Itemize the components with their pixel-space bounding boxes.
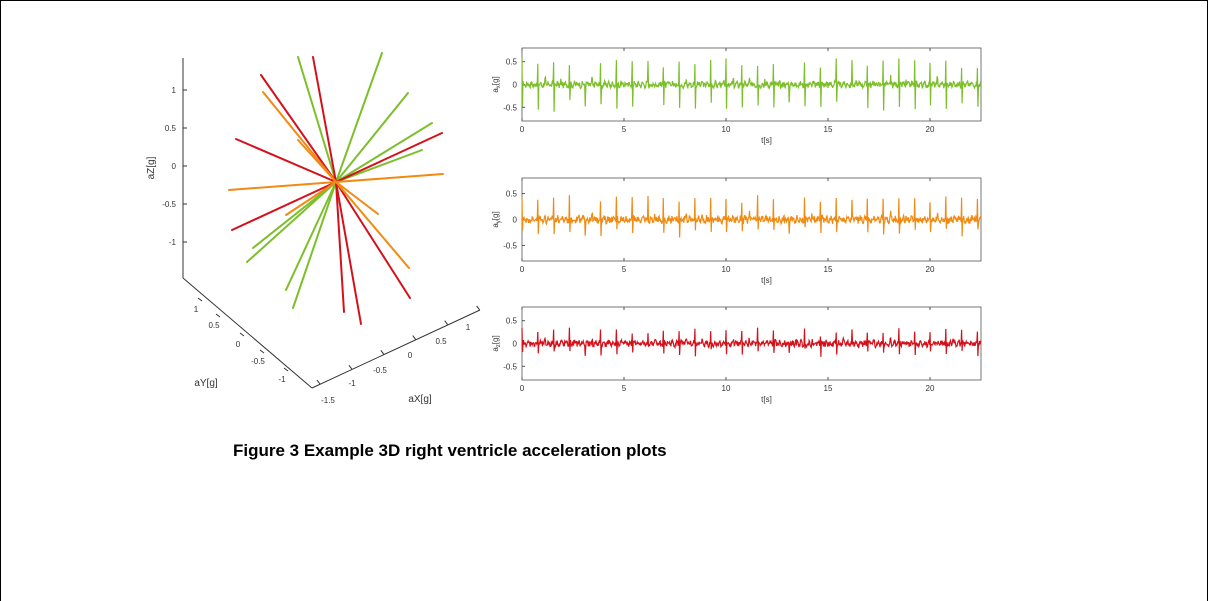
acceleration-vector-az	[312, 56, 337, 183]
acceleration-vector-ax	[297, 56, 337, 183]
x-tick-mark	[476, 305, 481, 311]
x-tick-mark	[444, 320, 449, 326]
x-tick-label: 1	[466, 323, 471, 332]
y-tick-label: 0	[236, 340, 241, 349]
acceleration-vector-ax	[246, 181, 337, 263]
acceleration-vector-ay	[297, 139, 337, 183]
y-tick-label: 0.5	[506, 190, 518, 199]
x-axis-label: aX[g]	[408, 394, 432, 405]
3d-acceleration-plot: 1 0.5 0 -0.5 -1 1 0.5 0 -0.5 -1 -1.5 -1 -0.5 0 0.5 1 aZ…	[146, 52, 481, 405]
acceleration-vector-ay	[335, 173, 444, 183]
time-series-panel-y: 0 5 10 15 20 0.5 0 -0.5 t[s] ay[g]	[491, 177, 982, 285]
acceleration-vector-az	[335, 181, 362, 325]
x-axis-line	[311, 309, 481, 389]
x-tick-label: -1	[348, 379, 356, 388]
y-tick-mark	[283, 367, 289, 372]
x-axis-label: t[s]	[761, 395, 772, 404]
y-axis-label: ax[g]	[491, 76, 502, 92]
y-tick-label: -0.5	[503, 362, 517, 371]
z-tick-label: 1	[172, 86, 177, 95]
z-tick-label: 0	[172, 162, 177, 171]
acceleration-vector-ay	[228, 181, 337, 191]
acceleration-vector-ax	[292, 181, 337, 309]
y-tick-label: -0.5	[503, 103, 517, 112]
x-tick-mark	[316, 379, 321, 385]
y-tick-mark	[197, 297, 203, 302]
y-tick-label: 0	[513, 216, 518, 225]
figure-canvas: 1 0.5 0 -0.5 -1 1 0.5 0 -0.5 -1 -1.5 -1 -0.5 0 0.5 1 aZ…	[146, 47, 982, 405]
acceleration-vector-az	[235, 138, 337, 183]
acceleration-vector-ax	[335, 149, 423, 183]
x-tick-label: 5	[622, 125, 627, 134]
acceleration-vector-az	[335, 132, 443, 183]
acceleration-vector-ay	[335, 181, 410, 269]
3d-acceleration-vectors	[228, 52, 444, 325]
acceleration-vector-az	[335, 181, 345, 313]
x-tick-label: 15	[824, 384, 833, 393]
x-tick-label: 0	[520, 384, 525, 393]
y-axis-label: aY[g]	[194, 378, 218, 389]
x-tick-mark	[380, 350, 385, 355]
y-tick-label: 0.5	[208, 321, 220, 330]
acceleration-vector-ax	[285, 181, 337, 291]
3d-axis-ticks: 1 0.5 0 -0.5 -1 1 0.5 0 -0.5 -1 -1.5 -1 -0.5 0 0.5 1	[162, 86, 481, 405]
acceleration-vector-ax	[335, 52, 383, 183]
acceleration-vector-ay	[335, 181, 379, 215]
y-tick-label: -0.5	[251, 357, 265, 366]
x-tick-label: 0	[520, 125, 525, 134]
z-tick-label: -0.5	[162, 200, 176, 209]
x-tick-label: 20	[926, 125, 935, 134]
y-tick-label: -0.5	[503, 241, 517, 250]
y-tick-label: -1	[278, 375, 286, 384]
x-tick-label: -1.5	[321, 396, 335, 405]
x-tick-label: 20	[926, 384, 935, 393]
y-tick-label: 0.5	[506, 58, 518, 67]
x-tick-label: -0.5	[373, 366, 387, 375]
y-tick-mark	[215, 313, 221, 318]
x-tick-label: 15	[824, 265, 833, 274]
x-axis-label: t[s]	[761, 136, 772, 145]
acceleration-vector-ay	[262, 91, 337, 183]
y-tick-label: 0.5	[506, 317, 518, 326]
acceleration-vector-az	[231, 181, 337, 231]
y-tick-label: 0	[513, 340, 518, 349]
x-tick-label: 15	[824, 125, 833, 134]
acceleration-vector-ax	[335, 122, 433, 183]
x-tick-mark	[412, 335, 417, 340]
y-tick-label: 1	[194, 305, 199, 314]
x-tick-label: 0.5	[435, 337, 447, 346]
y-axis-label: ay[g]	[491, 211, 502, 227]
series-line-ax	[521, 57, 982, 112]
x-axis-label: t[s]	[761, 276, 772, 285]
y-axis-line	[182, 277, 313, 389]
x-tick-label: 10	[722, 265, 731, 274]
x-tick-mark	[348, 364, 353, 370]
series-line-az	[521, 327, 982, 357]
acceleration-vector-az	[335, 181, 411, 299]
y-tick-label: 0	[513, 81, 518, 90]
y-axis-label: az[g]	[491, 335, 502, 351]
time-series-plots: 0 5 10 15 20 0.5 0 -0.5 t[s] ax[g] 0 5 10 15 20 0.5 0 -0.…	[491, 47, 982, 404]
z-tick-label: -1	[169, 238, 177, 247]
series-line-ay	[521, 195, 982, 238]
z-tick-label: 0.5	[165, 124, 177, 133]
y-tick-mark	[239, 332, 245, 337]
x-tick-label: 10	[722, 125, 731, 134]
x-tick-label: 20	[926, 265, 935, 274]
x-tick-label: 5	[622, 384, 627, 393]
x-tick-label: 5	[622, 265, 627, 274]
acceleration-vector-ax	[252, 181, 337, 249]
z-axis-label: aZ[g]	[146, 156, 157, 179]
acceleration-vector-az	[260, 74, 337, 183]
y-tick-mark	[259, 349, 265, 354]
x-tick-label: 0	[408, 351, 413, 360]
time-series-panel-z: 0 5 10 15 20 0.5 0 -0.5 t[s] az[g]	[491, 306, 982, 404]
x-tick-label: 0	[520, 265, 525, 274]
acceleration-vector-ay	[285, 181, 337, 216]
time-series-panel-x: 0 5 10 15 20 0.5 0 -0.5 t[s] ax[g]	[491, 47, 982, 145]
figure-caption: Figure 3 Example 3D right ventricle acce…	[233, 441, 667, 460]
acceleration-vector-ax	[335, 92, 409, 183]
x-tick-label: 10	[722, 384, 731, 393]
